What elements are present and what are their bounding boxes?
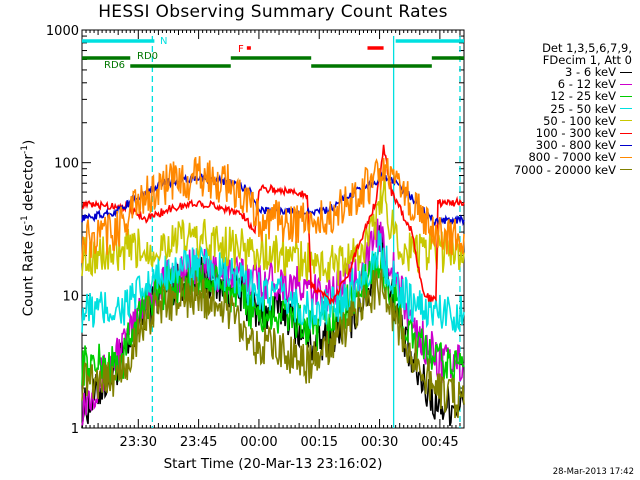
series-lines [81,144,465,429]
legend-swatch [620,83,632,85]
legend-swatch [620,108,632,110]
y-tick-label: 10 [62,289,79,304]
x-tick-label: 00:15 [301,435,338,450]
series-line-800-7000-kev [81,156,465,264]
legend-entry: 25 - 50 keV [486,101,632,116]
footer-date: 28-Mar-2013 17:42 [552,467,634,477]
legend-header-line1: Det 1,3,5,6,7,9, [542,41,632,55]
legend-entry: 7000 - 20000 keV [486,162,632,177]
legend-entry: 3 - 6 keV [486,65,632,80]
x-axis: 23:30 23:45 00:00 00:15 00:30 00:45 [81,30,465,450]
x-tick-label: 23:45 [180,435,217,450]
legend-label: 7000 - 20000 keV [513,162,616,177]
status-label-rd0: RD0 [137,51,158,62]
legend-label: 50 - 100 keV [543,113,616,128]
legend-entry: 6 - 12 keV [486,77,632,92]
y-axis-label-sup1: -1 [19,215,30,225]
y-axis-label-sup2: -1 [19,145,30,155]
legend-entry: 50 - 100 keV [486,113,632,128]
legend-swatch [620,71,632,73]
y-tick-label: 1000 [46,24,79,39]
legend-entry: 100 - 300 keV [486,126,632,141]
status-bars: N F RD0 RD6 [82,36,464,71]
y-axis-label-main: Count Rate (s [20,224,37,317]
legend-label: 300 - 800 keV [535,138,616,153]
legend-label: 25 - 50 keV [550,101,616,116]
series-line-25-50-kev [81,230,465,333]
status-label-n: N [160,36,167,47]
legend-swatch [620,132,632,134]
series-line-100-300-kev [81,144,465,305]
x-tick-label: 00:30 [361,435,398,450]
y-tick-label: 1 [71,422,79,437]
x-tick-label: 00:00 [240,435,277,450]
legend-rows: 3 - 6 keV 6 - 12 keV 12 - 25 keV 25 - 50 ke… [486,65,632,177]
legend-swatch [620,120,632,122]
y-tick-label: 100 [54,157,79,172]
legend-swatch [620,95,632,97]
x-tick-label: 00:45 [421,435,458,450]
series-line-7000-20000-kev [81,268,465,419]
plot-frame [81,29,465,429]
chart-title: HESSI Observing Summary Count Rates [98,2,448,22]
legend-header-line2: FDecim 1, Att 0 [542,53,632,67]
y-axis-label-end: ) [20,139,37,146]
status-label-rd6: RD6 [104,60,125,71]
legend: Det 1,3,5,6,7,9, FDecim 1, Att 0 3 - 6 k… [486,41,632,177]
legend-swatch [620,156,632,158]
legend-swatch [620,144,632,146]
status-label-f: F [238,44,244,55]
y-axis-label-mid: detector [20,154,37,216]
legend-label: 100 - 300 keV [535,126,616,141]
legend-label: 3 - 6 keV [565,65,616,80]
y-axis-label: Count Rate (s-1 detector-1) [20,140,37,316]
legend-entry: 300 - 800 keV [486,138,632,153]
legend-label: 12 - 25 keV [550,89,616,104]
legend-entry: 800 - 7000 keV [486,150,632,165]
legend-swatch [620,169,632,171]
x-tick-label: 23:30 [120,435,157,450]
legend-label: 800 - 7000 keV [528,150,616,165]
series-line-50-100-kev [81,168,465,286]
legend-entry: 12 - 25 keV [486,89,632,104]
x-axis-label: Start Time (20-Mar-13 23:16:02) [163,456,383,472]
legend-label: 6 - 12 keV [557,77,616,92]
